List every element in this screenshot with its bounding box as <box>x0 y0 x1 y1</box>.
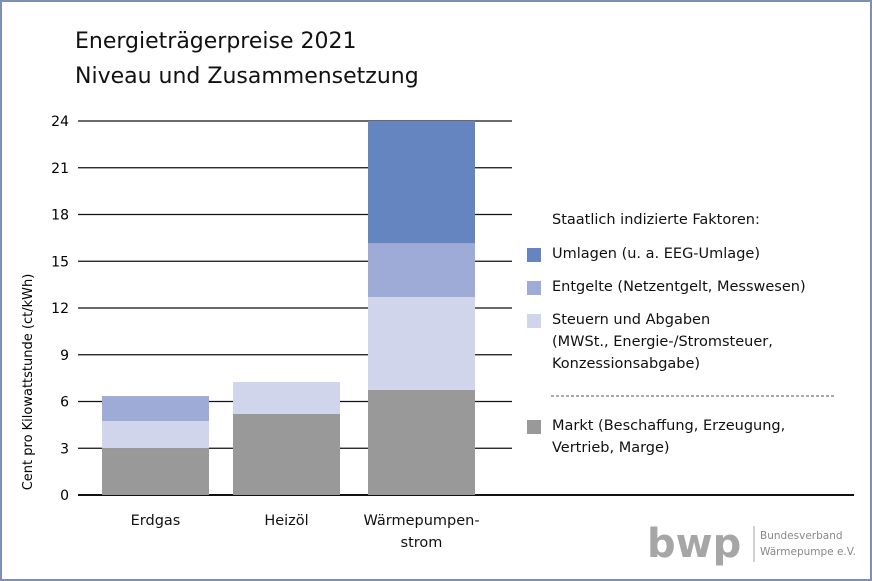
legend-swatch <box>527 281 541 295</box>
legend-swatch <box>527 420 541 434</box>
legend-label: Steuern und Abgaben (MWSt., Energie-/Str… <box>552 312 773 372</box>
y-tick-label: 15 <box>51 254 69 270</box>
bar-segment <box>368 243 475 298</box>
chart-subtitle: Niveau und Zusammensetzung <box>75 64 419 89</box>
bar-segment <box>102 448 209 495</box>
bar-segment <box>368 121 475 244</box>
bar-segment <box>368 389 475 495</box>
x-tick-label: Erdgas <box>130 513 181 529</box>
logo-text: Bundesverband <box>760 530 843 542</box>
y-tick-label: 3 <box>60 441 69 457</box>
logo-text: Wärmepumpe e.V. <box>760 546 856 558</box>
y-tick-label: 9 <box>60 348 69 364</box>
bar-segment <box>102 396 209 421</box>
legend-title: Staatlich indizierte Faktoren: <box>552 212 760 228</box>
y-tick-label: 6 <box>60 395 69 411</box>
legend-swatch <box>527 314 541 328</box>
legend-label: Markt (Beschaffung, Erzeugung, Vertrieb,… <box>552 418 786 456</box>
x-tick-label: Wärmepumpen- strom <box>363 513 480 551</box>
bar-segment <box>368 297 475 390</box>
x-tick-label: Heizöl <box>264 513 309 529</box>
logo-mark: bwp <box>647 521 741 567</box>
y-tick-label: 21 <box>51 161 69 177</box>
y-tick-label: 12 <box>51 301 69 317</box>
y-tick-label: 0 <box>60 488 69 504</box>
legend-swatch <box>527 248 541 262</box>
legend-label: Umlagen (u. a. EEG-Umlage) <box>552 246 760 262</box>
y-axis-label: Cent pro Kilowattstunde (ct/kWh) <box>21 274 36 491</box>
y-tick-label: 18 <box>51 208 69 224</box>
bar-segment <box>233 382 340 414</box>
bar-segment <box>102 420 209 449</box>
bar-segment <box>233 413 340 495</box>
legend-label: Entgelte (Netzentgelt, Messwesen) <box>552 279 806 295</box>
y-tick-label: 24 <box>51 114 69 130</box>
chart-title: Energieträgerpreise 2021 <box>75 29 357 54</box>
